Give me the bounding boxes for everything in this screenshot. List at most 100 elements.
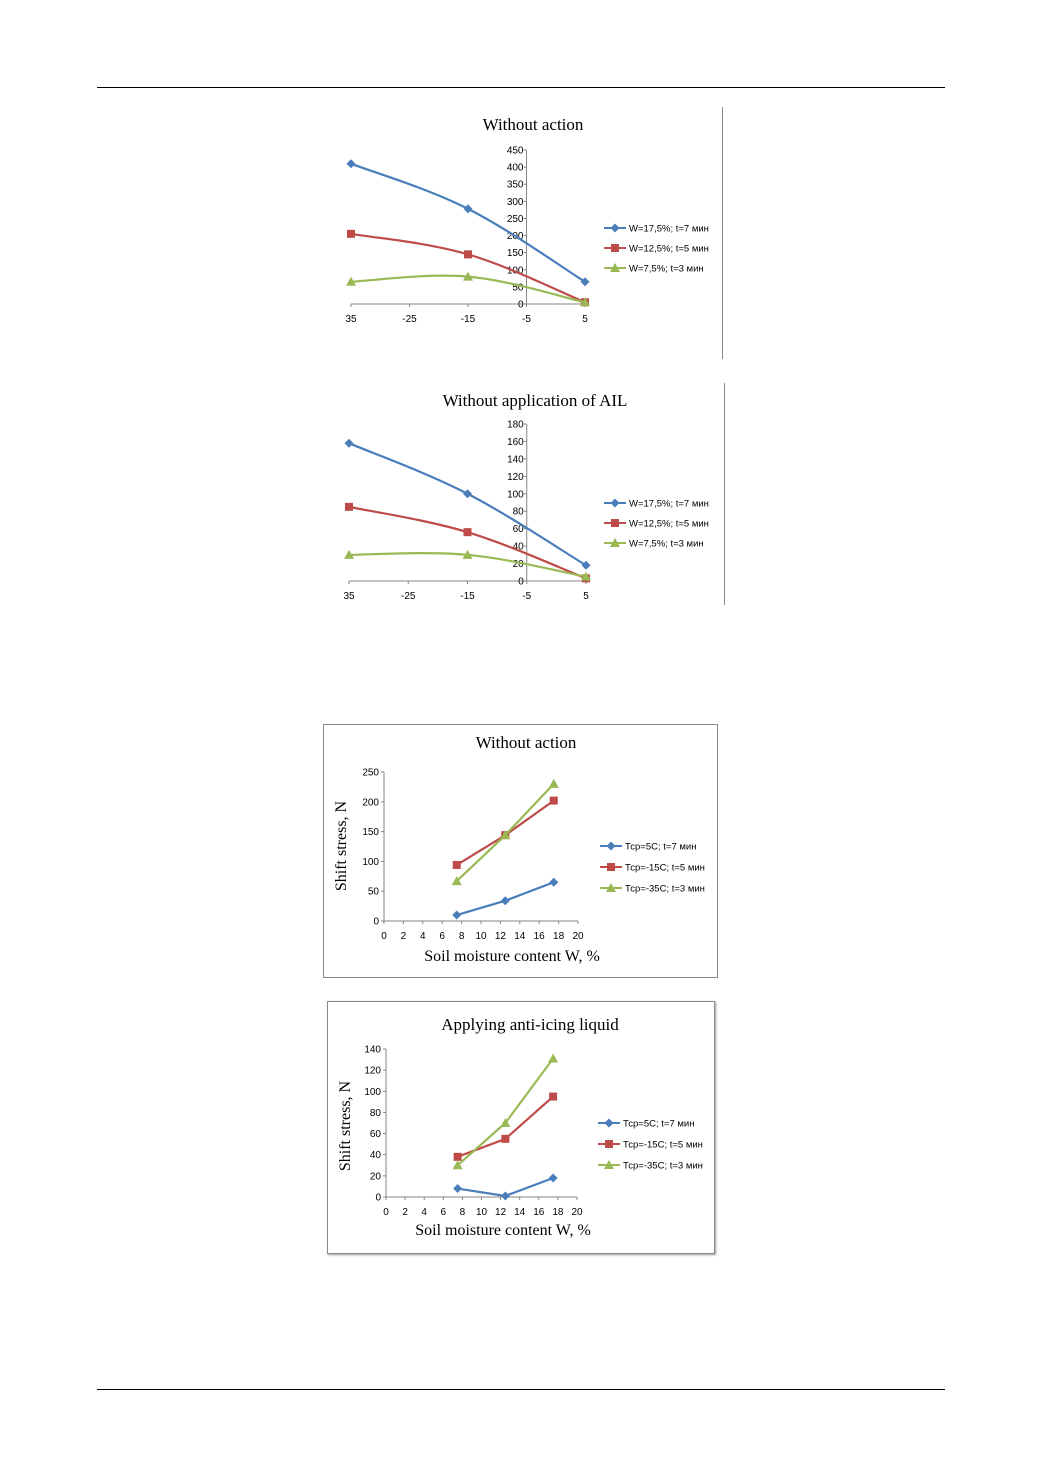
data-point bbox=[346, 159, 356, 169]
data-point bbox=[501, 1134, 510, 1143]
y-tick-label: 0 bbox=[518, 577, 524, 588]
x-tick-label: 35 bbox=[345, 314, 357, 325]
legend-marker bbox=[611, 244, 619, 252]
y-tick-label: 50 bbox=[368, 887, 380, 898]
x-axis-title: Soil moisture content W, % bbox=[415, 1222, 591, 1239]
x-tick-label: -15 bbox=[461, 314, 476, 325]
x-tick-label: 10 bbox=[475, 931, 487, 942]
legend-label: W=12,5%; t=5 мин bbox=[629, 244, 709, 255]
data-point bbox=[500, 1191, 510, 1201]
y-tick-label: 120 bbox=[364, 1066, 381, 1077]
y-axis-title: Shift stress, N bbox=[333, 800, 350, 891]
data-point bbox=[345, 502, 353, 511]
legend-marker bbox=[606, 841, 616, 851]
y-tick-label: 160 bbox=[507, 437, 524, 448]
x-tick-label: 14 bbox=[514, 1207, 526, 1218]
legend-label: Тср=-35С; t=3 мин bbox=[623, 1161, 703, 1172]
legend-label: Тср=5С; t=7 мин bbox=[623, 1119, 694, 1130]
legend-label: Тср=-35С; t=3 мин bbox=[625, 884, 705, 895]
y-tick-label: 180 bbox=[507, 420, 524, 431]
chart-title: Without application of AIL bbox=[443, 391, 628, 410]
legend-marker bbox=[607, 863, 615, 871]
data-point bbox=[463, 528, 472, 537]
x-tick-label: 35 bbox=[343, 591, 355, 602]
y-tick-label: 400 bbox=[507, 163, 524, 174]
x-tick-label: 12 bbox=[495, 931, 507, 942]
x-tick-label: 0 bbox=[383, 1207, 389, 1218]
x-tick-label: 5 bbox=[582, 314, 588, 325]
legend-marker bbox=[610, 498, 620, 508]
x-tick-label: 2 bbox=[402, 1207, 408, 1218]
legend-marker bbox=[604, 1160, 614, 1169]
y-tick-label: 0 bbox=[375, 1193, 381, 1204]
legend-marker bbox=[611, 519, 619, 527]
x-tick-label: -5 bbox=[522, 314, 531, 325]
legend-label: W=7,5%; t=3 мин bbox=[629, 539, 704, 550]
legend-marker bbox=[610, 263, 620, 272]
data-point bbox=[580, 277, 590, 287]
x-tick-label: 6 bbox=[439, 931, 445, 942]
series-line bbox=[456, 1057, 555, 1167]
y-tick-label: 100 bbox=[364, 1087, 381, 1098]
data-point bbox=[452, 910, 462, 920]
chart-title: Without action bbox=[483, 115, 584, 134]
data-point bbox=[581, 571, 591, 581]
series-1 bbox=[453, 1173, 558, 1201]
x-tick-label: 5 bbox=[583, 591, 589, 602]
x-tick-label: -25 bbox=[401, 591, 416, 602]
y-tick-label: 60 bbox=[370, 1129, 382, 1140]
y-tick-label: 0 bbox=[518, 300, 524, 311]
y-tick-label: 300 bbox=[507, 197, 524, 208]
series-line bbox=[348, 442, 587, 567]
legend-entry: W=7,5%; t=3 мин bbox=[604, 538, 704, 550]
series-line bbox=[350, 232, 586, 304]
x-tick-label: 18 bbox=[553, 931, 565, 942]
data-point bbox=[453, 1152, 462, 1161]
x-tick-label: 8 bbox=[460, 1207, 466, 1218]
y-tick-label: 200 bbox=[362, 797, 379, 808]
y-axis-title: Shift stress, N bbox=[337, 1080, 354, 1171]
legend-entry: Тср=-15С; t=5 мин bbox=[598, 1140, 703, 1151]
data-point bbox=[548, 1053, 559, 1063]
data-point bbox=[463, 204, 473, 214]
legend-entry: W=12,5%; t=5 мин bbox=[604, 519, 709, 530]
data-point bbox=[346, 276, 356, 286]
chart-anti-icing-moisture: Applying anti-icing liquid 0 20 40 60 80 100 12… bbox=[327, 1001, 715, 1254]
legend-marker bbox=[610, 538, 620, 547]
y-tick-label: 80 bbox=[370, 1108, 382, 1119]
legend-label: Тср=-15С; t=5 мин bbox=[625, 863, 705, 874]
data-point bbox=[344, 438, 354, 448]
y-tick-label: 250 bbox=[507, 214, 524, 225]
y-tick-label: 450 bbox=[507, 146, 524, 157]
chart-frame-edge bbox=[724, 383, 725, 605]
x-tick-label: 16 bbox=[534, 931, 546, 942]
y-tick-label: 20 bbox=[513, 559, 525, 570]
legend-label: W=17,5%; t=7 мин bbox=[629, 499, 709, 510]
data-point bbox=[452, 1160, 463, 1170]
data-point bbox=[581, 560, 591, 570]
chart-without-ail-temperature: Without application of AIL 0 20 40 60 80 100 12… bbox=[316, 383, 725, 605]
series-1 bbox=[344, 438, 591, 570]
y-tick-label: 140 bbox=[507, 454, 524, 465]
data-point bbox=[347, 229, 355, 238]
chart-title: Without action bbox=[476, 733, 577, 752]
legend-label: W=12,5%; t=5 мин bbox=[629, 519, 709, 530]
y-tick-label: 60 bbox=[513, 524, 525, 535]
x-tick-label: -5 bbox=[522, 591, 531, 602]
x-tick-label: 4 bbox=[420, 931, 426, 942]
data-point bbox=[548, 1173, 558, 1183]
series-1 bbox=[452, 877, 559, 920]
x-tick-label: 10 bbox=[476, 1207, 488, 1218]
data-point bbox=[462, 549, 473, 559]
y-tick-label: 40 bbox=[513, 542, 525, 553]
legend-marker bbox=[610, 223, 620, 233]
legend-entry: W=17,5%; t=7 мин bbox=[604, 223, 709, 235]
x-tick-label: 18 bbox=[552, 1207, 564, 1218]
legend-label: Тср=-15С; t=5 мин bbox=[623, 1140, 703, 1151]
header-rule bbox=[97, 87, 945, 88]
y-tick-label: 140 bbox=[364, 1045, 381, 1056]
x-tick-label: 4 bbox=[421, 1207, 427, 1218]
legend-entry: Тср=5С; t=7 мин bbox=[600, 841, 696, 853]
legend-label: W=7,5%; t=3 мин bbox=[629, 264, 704, 275]
x-tick-label: 16 bbox=[533, 1207, 545, 1218]
